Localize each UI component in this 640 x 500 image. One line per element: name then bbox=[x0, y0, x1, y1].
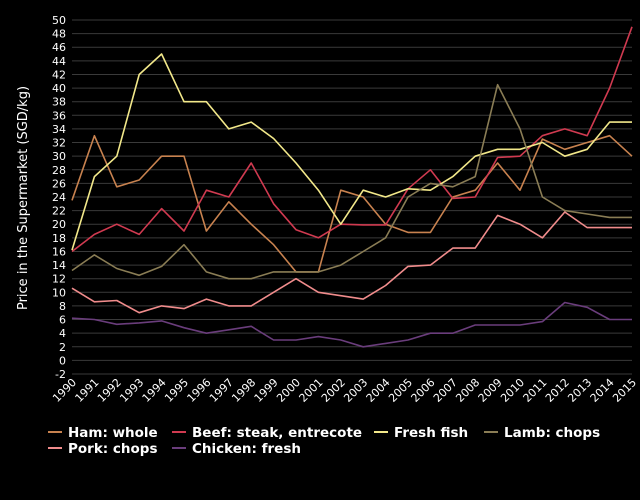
y-tick-label: 32 bbox=[52, 137, 66, 150]
legend-label: Fresh fish bbox=[394, 425, 468, 441]
y-tick-label: 36 bbox=[52, 109, 66, 122]
y-tick-label: 8 bbox=[59, 300, 66, 313]
legend-item: Pork: chops bbox=[48, 441, 158, 457]
legend-item: Ham: whole bbox=[48, 425, 158, 441]
y-tick-label: 2 bbox=[59, 341, 66, 354]
legend-item: Beef: steak, entrecote bbox=[172, 425, 362, 441]
legend: Ham: whole Beef: steak, entrecote Fresh fi… bbox=[48, 425, 600, 457]
y-axis-ticks: -202468101214161820222426283032343638404… bbox=[52, 14, 66, 381]
y-tick-label: 42 bbox=[52, 68, 66, 81]
y-tick-label: 10 bbox=[52, 286, 66, 299]
y-tick-label: 50 bbox=[52, 14, 66, 27]
series-line-fresh-fish bbox=[71, 53, 632, 251]
series-line-lamb-chops bbox=[71, 83, 632, 280]
legend-item: Lamb: chops bbox=[484, 425, 600, 441]
y-tick-label: 16 bbox=[52, 245, 66, 258]
y-tick-label: 26 bbox=[52, 177, 66, 190]
y-tick-label: 38 bbox=[52, 96, 66, 109]
y-tick-label: 24 bbox=[52, 191, 66, 204]
y-tick-label: 30 bbox=[52, 150, 66, 163]
legend-label: Chicken: fresh bbox=[192, 441, 301, 457]
y-tick-label: 18 bbox=[52, 232, 66, 245]
grid-lines bbox=[72, 19, 632, 375]
y-tick-label: 12 bbox=[52, 273, 66, 286]
y-tick-label: 6 bbox=[59, 314, 66, 327]
legend-label: Pork: chops bbox=[68, 441, 158, 457]
y-axis-label: Price in the Supermarket (SGD/kg) bbox=[16, 86, 31, 310]
series-line-ham-whole bbox=[71, 134, 633, 273]
series-line-pork-chops bbox=[71, 211, 632, 314]
y-tick-label: 28 bbox=[52, 164, 66, 177]
y-tick-label: 44 bbox=[52, 55, 66, 68]
legend-item: Fresh fish bbox=[374, 425, 468, 441]
y-tick-label: 46 bbox=[52, 41, 66, 54]
y-tick-label: 34 bbox=[52, 123, 66, 136]
y-tick-label: 20 bbox=[52, 218, 66, 231]
legend-item: Chicken: fresh bbox=[172, 441, 301, 457]
legend-label: Ham: whole bbox=[68, 425, 158, 441]
y-tick-label: 40 bbox=[52, 82, 66, 95]
series-line-beef-steak-entrecote bbox=[71, 26, 633, 253]
y-tick-label: 4 bbox=[59, 327, 66, 340]
y-tick-label: 14 bbox=[52, 259, 66, 272]
data-series bbox=[71, 26, 633, 348]
y-tick-label: 48 bbox=[52, 28, 66, 41]
series-line-chicken-fresh bbox=[71, 301, 632, 348]
legend-label: Lamb: chops bbox=[504, 425, 600, 441]
legend-label: Beef: steak, entrecote bbox=[192, 425, 362, 441]
y-tick-label: 0 bbox=[59, 354, 66, 367]
y-tick-label: -2 bbox=[55, 368, 66, 381]
y-tick-label: 22 bbox=[52, 205, 66, 218]
